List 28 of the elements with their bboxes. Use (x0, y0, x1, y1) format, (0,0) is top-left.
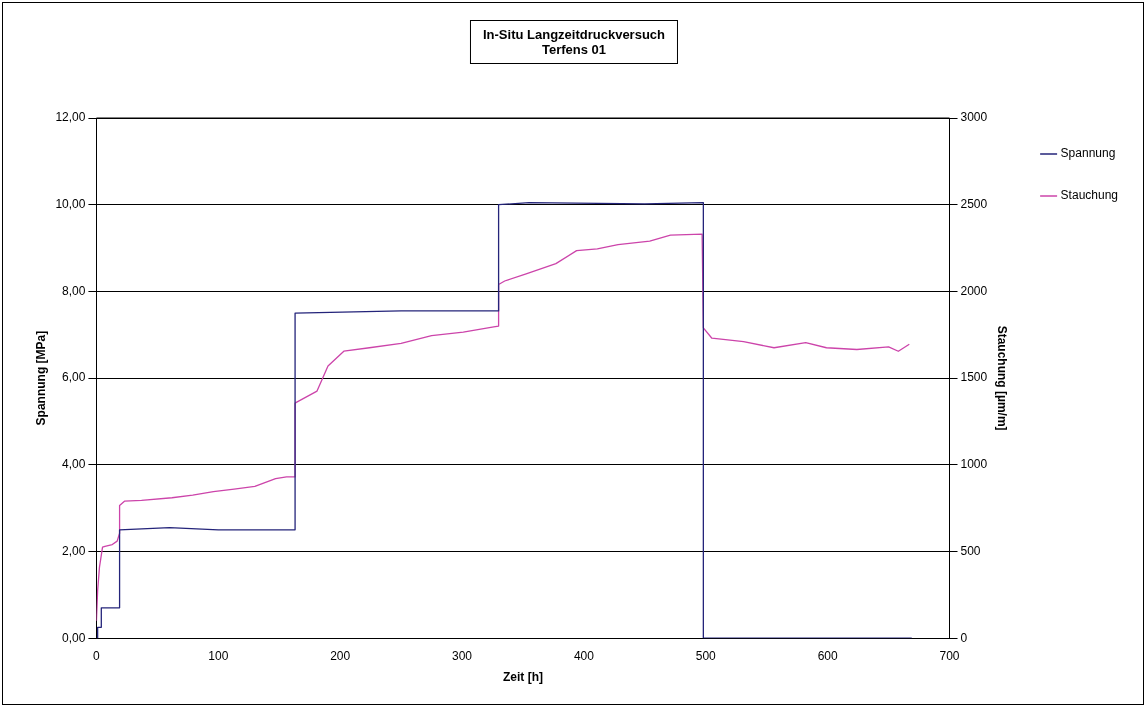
x-tick-label: 500 (695, 648, 717, 663)
y2-tick-label: 1500 (960, 370, 988, 385)
chart-title: In-Situ Langzeitdruckversuch Terfens 01 (469, 20, 679, 64)
y2-tick-label: 3000 (960, 110, 988, 125)
y-tick-label: 0,00 (62, 630, 86, 645)
y-tick-label: 12,00 (55, 110, 86, 125)
x-tick-label: 100 (208, 648, 229, 663)
x-tick-label: 300 (452, 648, 473, 663)
y-axis-title: Spannung [MPa] (33, 330, 48, 426)
y2-tick-label: 0 (960, 630, 968, 645)
y-tick-label: 4,00 (62, 457, 86, 472)
y2-tick-label: 2500 (960, 197, 988, 212)
legend-label: Stauchung (1060, 188, 1119, 203)
y-tick-label: 10,00 (55, 197, 86, 212)
x-tick-label: 700 (939, 648, 960, 663)
y2-axis-title: Stauchung [µm/m] (995, 325, 1010, 431)
legend-label: Spannung (1060, 146, 1116, 161)
y-tick-label: 6,00 (62, 370, 86, 385)
x-tick-label: 200 (330, 648, 351, 663)
x-tick-label: 0 (93, 648, 101, 663)
x-tick-label: 400 (573, 648, 595, 663)
y-tick-label: 2,00 (62, 543, 86, 558)
y2-tick-label: 500 (960, 543, 981, 558)
y2-tick-label: 1000 (960, 457, 988, 472)
y2-tick-label: 2000 (960, 283, 988, 298)
x-axis-title: Zeit [h] (502, 670, 543, 685)
y-tick-label: 8,00 (62, 283, 86, 298)
x-tick-label: 600 (817, 648, 838, 663)
